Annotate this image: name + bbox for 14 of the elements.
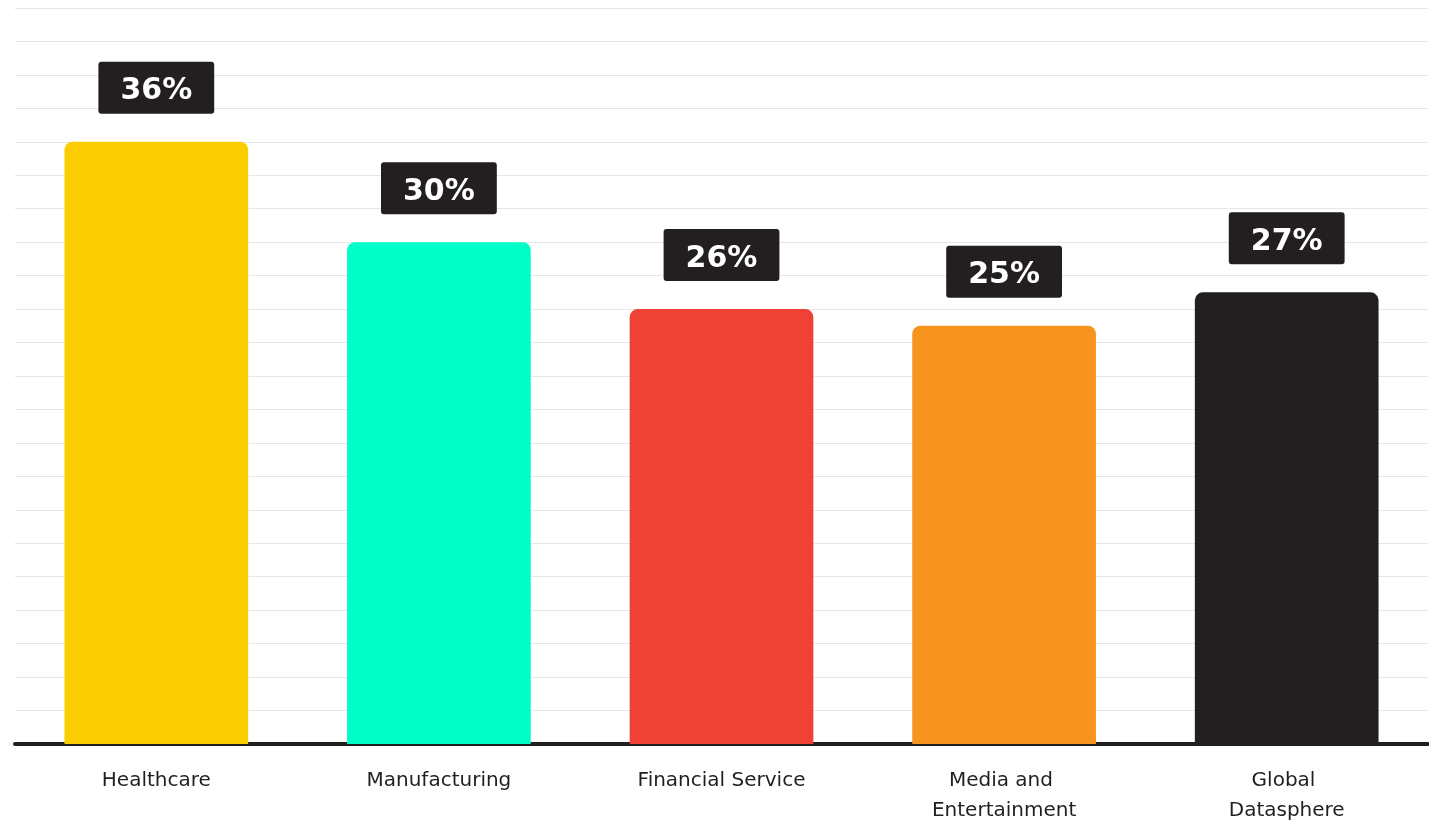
bar	[629, 309, 814, 744]
x-tick-label: Healthcare	[101, 767, 211, 791]
x-tick-label: Financial Service	[637, 767, 806, 791]
data-label: 36%	[120, 71, 193, 107]
data-label: 27%	[1250, 221, 1323, 257]
data-label: 25%	[968, 255, 1041, 291]
data-label: 26%	[685, 238, 758, 274]
bar	[347, 242, 531, 744]
data-label: 30%	[402, 171, 475, 207]
x-tick-label: Global Datasphere	[1228, 767, 1345, 821]
x-tick-label: Media and Entertainment	[931, 767, 1077, 821]
x-tick-label: Manufacturing	[366, 767, 512, 791]
bar	[912, 325, 1096, 744]
bar	[64, 141, 249, 744]
